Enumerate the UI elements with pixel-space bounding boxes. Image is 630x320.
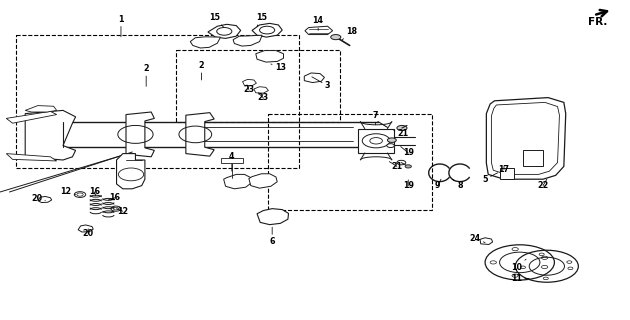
Text: 12: 12 [60,188,76,196]
Text: 5: 5 [483,173,498,184]
Text: 17: 17 [498,165,510,174]
Circle shape [387,138,396,142]
Text: 13: 13 [271,63,286,72]
Polygon shape [6,154,57,161]
Text: 2: 2 [199,61,204,80]
Text: 1: 1 [118,15,123,37]
Text: 23: 23 [243,85,255,94]
Text: 15: 15 [209,13,224,27]
Text: 7: 7 [373,111,378,125]
Polygon shape [358,129,394,153]
Text: 20: 20 [31,194,45,203]
Text: 21: 21 [394,129,409,138]
Text: 10: 10 [511,259,526,272]
Polygon shape [224,174,252,189]
Text: 18: 18 [342,27,357,40]
Text: 24: 24 [469,234,485,243]
Circle shape [405,165,411,168]
Circle shape [397,125,407,131]
Text: 20: 20 [83,229,94,238]
Bar [176,50,340,122]
Polygon shape [249,174,277,188]
Polygon shape [480,238,493,244]
Text: 21: 21 [389,162,403,171]
Text: FR.: FR. [588,17,608,27]
Text: 15: 15 [256,13,267,26]
Text: 2: 2 [144,64,149,86]
Text: 8: 8 [452,179,462,190]
Polygon shape [25,106,57,112]
Text: 12: 12 [117,207,129,216]
Text: 6: 6 [270,227,275,246]
Polygon shape [256,51,284,62]
Polygon shape [6,111,57,123]
Polygon shape [500,168,514,179]
Polygon shape [243,79,256,86]
Polygon shape [220,158,243,163]
Text: 19: 19 [401,147,414,157]
Text: 9: 9 [435,179,441,190]
Polygon shape [25,110,76,160]
Text: 3: 3 [312,77,330,90]
Text: 19: 19 [403,180,414,190]
Polygon shape [186,113,214,156]
Polygon shape [38,196,52,203]
Polygon shape [233,35,262,46]
Polygon shape [257,209,289,225]
Bar [268,114,432,210]
Text: 22: 22 [537,179,549,190]
Polygon shape [208,24,241,38]
Text: 23: 23 [258,93,269,102]
Polygon shape [523,150,543,166]
Text: 16: 16 [89,188,100,196]
Polygon shape [252,23,282,37]
Polygon shape [486,98,566,179]
Text: 16: 16 [108,193,120,202]
Circle shape [387,144,394,148]
Polygon shape [254,87,268,93]
Text: 4: 4 [229,152,234,171]
Circle shape [331,35,341,40]
Polygon shape [126,112,154,157]
Polygon shape [117,154,145,189]
Text: 11: 11 [511,274,529,283]
Polygon shape [491,102,559,174]
Polygon shape [305,26,333,35]
Bar [16,35,299,168]
Text: 14: 14 [312,16,324,30]
Polygon shape [304,73,324,83]
Polygon shape [190,37,220,48]
Polygon shape [78,225,93,232]
